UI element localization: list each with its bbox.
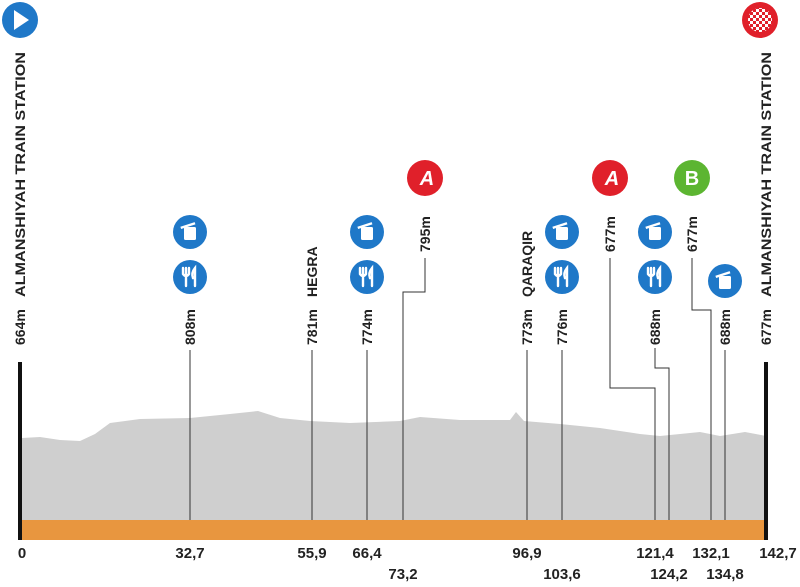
km-label: 73,2 bbox=[388, 566, 417, 583]
km-label: 55,9 bbox=[297, 545, 326, 562]
road-bar bbox=[18, 520, 768, 540]
sprint-marker: A bbox=[592, 160, 628, 196]
start-altitude: 664m bbox=[12, 309, 28, 345]
km-label: 66,4 bbox=[352, 545, 382, 562]
km-label: 0 bbox=[18, 545, 26, 562]
km-label: 134,8 bbox=[706, 566, 744, 583]
km-label: 132,1 bbox=[692, 545, 730, 562]
km-label: 142,7 bbox=[759, 545, 797, 562]
altitude: 688m bbox=[717, 309, 733, 345]
altitude: 781m bbox=[304, 309, 320, 345]
km-label: 103,6 bbox=[543, 566, 581, 583]
altitude: 773m bbox=[519, 309, 535, 345]
km-label: 96,9 bbox=[512, 545, 541, 562]
km-label: 121,4 bbox=[636, 545, 674, 562]
km-label: 32,7 bbox=[175, 545, 204, 562]
sprint-marker: A bbox=[407, 160, 443, 196]
service-icons bbox=[171, 215, 742, 298]
start-icon bbox=[2, 2, 38, 38]
altitude: 808m bbox=[182, 309, 198, 345]
finish-post bbox=[764, 362, 768, 540]
sprint-label: A bbox=[419, 168, 434, 190]
altitude: 677m bbox=[602, 216, 618, 252]
altitude: 774m bbox=[359, 309, 375, 345]
elevation-profile bbox=[22, 411, 766, 520]
altitude: 677m bbox=[684, 216, 700, 252]
altitude: 795m bbox=[417, 216, 433, 252]
sprint-marker: B bbox=[674, 160, 710, 196]
sprint-label: A bbox=[604, 168, 619, 190]
connectors bbox=[189, 258, 726, 520]
km-label: 124,2 bbox=[650, 566, 688, 583]
finish-name: ALMANSHIYAH TRAIN STATION bbox=[758, 52, 774, 297]
start-name: ALMANSHIYAH TRAIN STATION bbox=[12, 52, 28, 297]
finish-icon bbox=[742, 2, 778, 38]
place-name: HEGRA bbox=[304, 246, 320, 297]
altitude: 776m bbox=[554, 309, 570, 345]
sprint-label: B bbox=[685, 168, 699, 190]
place-name: QARAQIR bbox=[519, 231, 535, 297]
finish-altitude: 677m bbox=[758, 309, 774, 345]
start-post bbox=[18, 362, 22, 540]
altitude: 688m bbox=[647, 309, 663, 345]
